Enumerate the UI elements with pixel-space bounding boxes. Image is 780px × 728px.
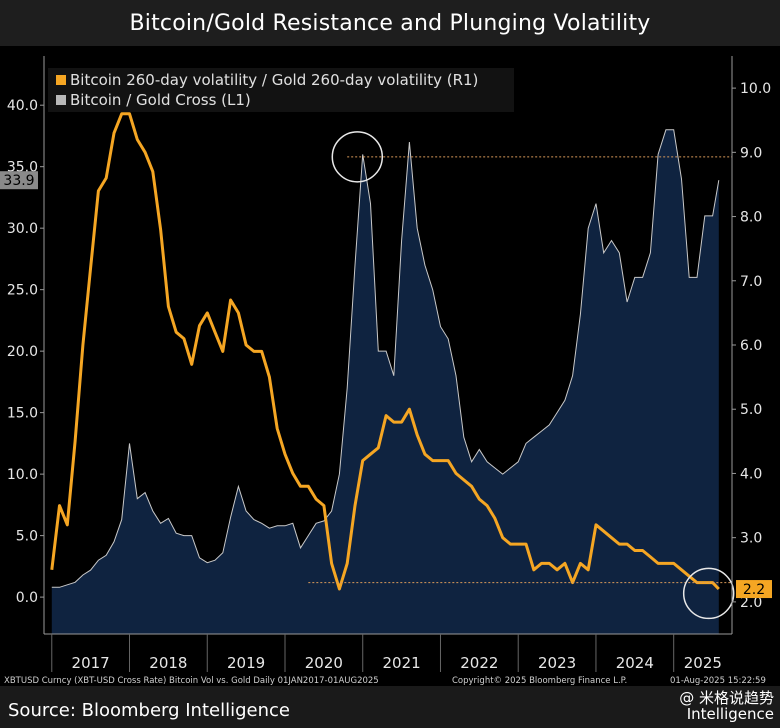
left-tick-label: 30.0	[7, 221, 38, 237]
watermark-sub: Intelligence	[686, 705, 774, 723]
left-tick-label: 15.0	[7, 406, 38, 422]
left-tick-label: 10.0	[7, 467, 38, 483]
watermark-text: @ 米格说趋势	[679, 689, 774, 707]
legend-swatch-volatility	[56, 75, 66, 85]
x-tick-label: 2017	[72, 654, 110, 672]
right-tick-label: 9.0	[740, 145, 762, 161]
copyright-note: Copyright© 2025 Bloomberg Finance L.P.	[452, 676, 628, 686]
left-tick-label: 0.0	[16, 590, 38, 606]
left-tick-label: 25.0	[7, 283, 38, 299]
legend-label-cross: Bitcoin / Gold Cross (L1)	[70, 91, 251, 109]
source-text: Source: Bloomberg Intelligence	[8, 700, 290, 721]
right-tick-label: 8.0	[740, 210, 762, 226]
right-tick-label: 4.0	[740, 466, 762, 482]
footer-bar	[0, 686, 780, 728]
right-tick-label: 7.0	[740, 274, 762, 290]
watermark: @ 米格说趋势 Intelligence	[679, 690, 774, 722]
left-last-value-box	[0, 171, 38, 190]
cross-line	[51, 129, 720, 588]
title-bar: Bitcoin/Gold Resistance and Plunging Vol…	[0, 0, 780, 46]
volatility-line	[50, 112, 720, 591]
right-tick-label: 5.0	[740, 402, 762, 418]
x-tick-label: 2019	[227, 654, 265, 672]
right-last-value: 2.2	[743, 582, 765, 598]
chart-area: 0.0 5.0 10.0 15.0 20.0 25.0 30.0 35.0 40.0 2.0 3.0…	[0, 46, 780, 686]
x-tick-label: 2023	[538, 654, 576, 672]
x-tick-label: 2024	[616, 654, 654, 672]
chart-title: Bitcoin/Gold Resistance and Plunging Vol…	[129, 10, 651, 36]
legend-swatch-cross	[56, 95, 66, 105]
right-tick-label: 10.0	[740, 81, 771, 97]
legend-label-volatility: Bitcoin 260-day volatility / Gold 260-da…	[70, 71, 478, 89]
highlight-circle	[682, 567, 735, 620]
left-tick-label: 5.0	[16, 529, 38, 545]
cross-area	[51, 129, 719, 635]
x-tick-label: 2022	[460, 654, 498, 672]
highlight-circle	[331, 131, 384, 183]
legend: Bitcoin 260-day volatility / Gold 260-da…	[48, 68, 514, 112]
timestamp-note: 01-Aug-2025 15:22:59	[670, 676, 766, 686]
right-last-value-box	[736, 580, 772, 599]
left-tick-label: 20.0	[7, 344, 38, 360]
x-tick-label: 2025	[684, 654, 722, 672]
right-tick-label: 2.0	[740, 595, 762, 611]
x-tick-label: 2021	[383, 654, 421, 672]
right-tick-label: 6.0	[740, 338, 762, 354]
x-tick-label: 2020	[305, 654, 343, 672]
ticker-note: XBTUSD Curncy (XBT-USD Cross Rate) Bitco…	[4, 676, 379, 686]
chart-svg: 0.05.010.015.020.025.030.035.040.02.03.0…	[0, 46, 780, 686]
right-tick-label: 3.0	[740, 531, 762, 547]
left-tick-label: 40.0	[7, 98, 38, 114]
x-tick-label: 2018	[149, 654, 187, 672]
left-last-value: 33.9	[3, 173, 34, 189]
